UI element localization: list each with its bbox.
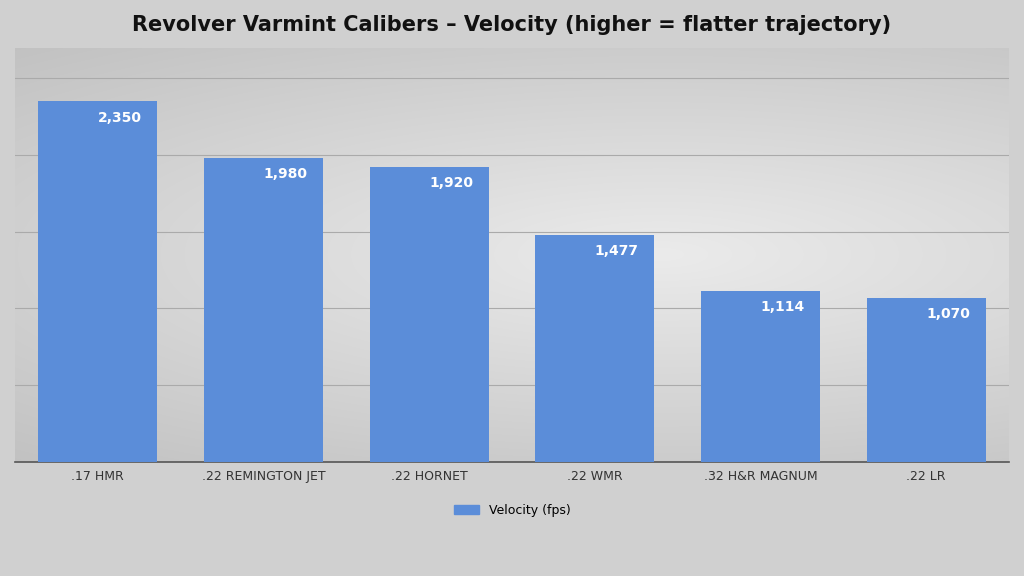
Text: 2,350: 2,350 [98, 111, 142, 124]
Text: 1,477: 1,477 [595, 244, 639, 259]
Title: Revolver Varmint Calibers – Velocity (higher = flatter trajectory): Revolver Varmint Calibers – Velocity (hi… [132, 15, 892, 35]
Text: 1,920: 1,920 [429, 176, 473, 191]
Legend: Velocity (fps): Velocity (fps) [449, 499, 575, 522]
Bar [38, 101, 158, 462]
Bar [536, 235, 654, 462]
Text: 1,114: 1,114 [761, 300, 805, 314]
Text: 1,980: 1,980 [263, 167, 307, 181]
Bar [866, 298, 986, 462]
Text: 1,070: 1,070 [926, 307, 970, 321]
Bar [204, 158, 324, 462]
Bar [700, 291, 820, 462]
Bar [370, 167, 488, 462]
